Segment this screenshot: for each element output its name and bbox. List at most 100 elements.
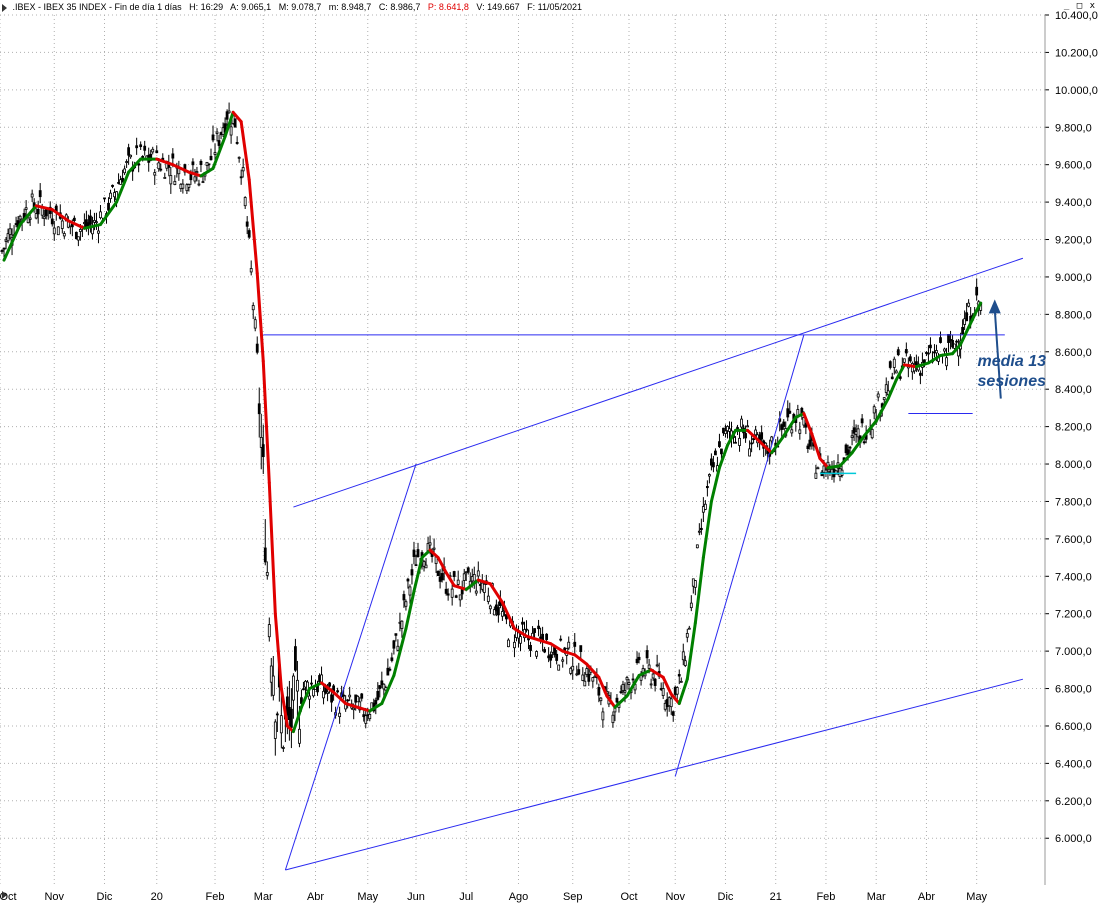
trendline xyxy=(285,678,1024,871)
candle-body xyxy=(237,156,241,159)
candle-body xyxy=(209,155,213,161)
y-tick-label: 10.000,0 xyxy=(1055,85,1098,97)
candle-body xyxy=(824,469,828,474)
candle-body xyxy=(440,573,444,581)
window-controls[interactable]: _ □ x xyxy=(1063,1,1096,11)
candle-body xyxy=(945,357,948,367)
moving-average-segment xyxy=(273,612,283,691)
moving-average-segment xyxy=(82,223,102,230)
y-tick-label: 9.600,0 xyxy=(1055,160,1092,172)
x-tick-label: Sep xyxy=(563,891,583,903)
moving-average-segment xyxy=(782,415,798,438)
candle-body xyxy=(298,728,301,744)
candle-body xyxy=(587,673,591,682)
candle-body xyxy=(760,432,764,440)
candle-body xyxy=(472,574,476,582)
candle-body xyxy=(30,193,34,198)
header-volume: V: 149.667 xyxy=(476,2,520,12)
candle-body xyxy=(748,448,751,457)
moving-average-segment xyxy=(187,170,203,178)
moving-average-segment xyxy=(199,166,215,178)
candle-body xyxy=(738,437,741,446)
y-tick-label: 6.200,0 xyxy=(1055,796,1092,808)
y-tick-label: 7.800,0 xyxy=(1055,496,1092,508)
candle-body xyxy=(961,326,965,335)
moving-average-segment xyxy=(701,499,713,560)
candle-body xyxy=(724,430,727,434)
candle-body xyxy=(74,231,78,240)
candle-body xyxy=(567,641,571,649)
candle-body xyxy=(265,572,269,576)
moving-average-segment xyxy=(239,120,251,182)
candle-body xyxy=(856,428,860,438)
candle-body xyxy=(496,607,500,616)
candle-body xyxy=(488,605,492,610)
moving-average-segment xyxy=(436,556,448,575)
moving-average-segment xyxy=(770,434,786,455)
candle-body xyxy=(870,428,874,439)
candle-body xyxy=(292,675,295,701)
candle-body xyxy=(689,602,693,609)
candle-body xyxy=(412,549,416,557)
candle-body xyxy=(685,633,689,638)
moving-average-segment xyxy=(709,466,721,503)
candle-body xyxy=(746,425,749,428)
candle-body xyxy=(273,721,277,739)
candle-body xyxy=(402,594,406,601)
moving-average-segment xyxy=(223,110,235,139)
candle-body xyxy=(125,161,129,163)
candle-body xyxy=(601,711,605,721)
expand-arrow-icon[interactable] xyxy=(2,3,7,12)
candle-body xyxy=(217,140,221,146)
candle-body xyxy=(195,171,199,174)
moving-average-segment xyxy=(802,412,814,436)
candle-body xyxy=(380,680,384,686)
candle-body xyxy=(302,688,305,691)
y-tick-label: 10.400,0 xyxy=(1055,10,1098,22)
candle-body xyxy=(386,667,390,676)
moving-average-segment xyxy=(247,178,259,275)
candle-body xyxy=(60,220,64,229)
candle-body xyxy=(788,410,792,414)
candle-body xyxy=(416,549,420,558)
candle-body xyxy=(507,639,510,648)
moving-average-segment xyxy=(561,649,577,657)
candle-body xyxy=(376,690,380,700)
candle-body xyxy=(569,667,573,674)
candle-body xyxy=(99,211,102,219)
candle-body xyxy=(62,233,66,237)
y-tick-label: 6.800,0 xyxy=(1055,684,1092,696)
moving-average-segment xyxy=(488,582,504,604)
candle-body xyxy=(559,638,563,641)
scroll-arrow-icon[interactable] xyxy=(2,891,7,899)
candle-body xyxy=(400,620,404,629)
candle-body xyxy=(645,650,649,659)
candle-body xyxy=(155,150,159,154)
candle-body xyxy=(275,713,279,716)
y-tick-label: 7.400,0 xyxy=(1055,571,1092,583)
candle-body xyxy=(235,142,239,144)
moving-average-segment xyxy=(537,638,553,646)
x-tick-label: Mar xyxy=(867,891,886,903)
candle-body xyxy=(364,715,368,724)
x-tick-label: Oct xyxy=(620,891,637,903)
candle-body xyxy=(621,683,625,691)
moving-average-segment xyxy=(693,556,705,625)
candle-body xyxy=(806,445,810,450)
candle-body xyxy=(955,340,958,343)
moving-average-segment xyxy=(412,556,424,593)
candle-body xyxy=(571,665,575,671)
candle-body xyxy=(322,690,325,699)
moving-average-segment xyxy=(746,428,762,444)
moving-average-segment xyxy=(444,571,456,588)
candle-body xyxy=(555,653,559,661)
candle-body xyxy=(310,682,313,685)
moving-average-segment xyxy=(98,200,119,227)
moving-average-segment xyxy=(344,702,360,709)
x-tick-label: Feb xyxy=(206,891,225,903)
candle-body xyxy=(579,645,583,652)
moving-average-segment xyxy=(392,627,408,677)
candle-body xyxy=(535,651,538,657)
candle-body xyxy=(404,601,408,607)
moving-average-segment xyxy=(597,675,609,698)
